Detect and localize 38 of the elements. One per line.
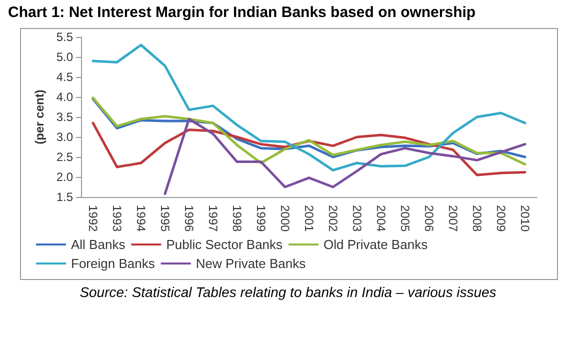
x-tick-label: 1995 [158,205,172,232]
x-tick-label: 1994 [134,205,148,232]
x-tick-label: 1993 [110,205,124,232]
legend-label: Public Sector Banks [166,237,284,252]
y-axis-title: (per cent) [32,90,46,144]
y-tick-label: 4.5 [56,70,74,84]
line-series [164,118,526,196]
y-tick-label: 2.5 [56,150,74,164]
x-tick-label: 2010 [518,205,532,232]
x-tick-label: 2001 [302,205,316,232]
y-tick-label: 2.0 [56,170,74,184]
legend-label: New Private Banks [196,256,306,271]
x-tick-label: 2004 [374,205,388,232]
x-tick-label: 2002 [326,205,340,232]
legend-label: All Banks [71,237,126,252]
x-tick-label: 1996 [182,205,196,232]
x-tick-label: 2005 [398,205,412,232]
x-tick-label: 1999 [254,205,268,232]
chart-title: Chart 1: Net Interest Margin for Indian Banks based on ownership [8,4,476,21]
x-tick-label: 1992 [86,205,100,232]
legend-label: Foreign Banks [71,256,156,271]
x-tick-label: 2006 [422,205,436,232]
x-tick-label: 2000 [278,205,292,232]
x-tick-label: 1997 [206,205,220,232]
y-tick-label: 5.5 [56,30,74,44]
source-note: Source: Statistical Tables relating to banks in India – various issues [78,284,498,300]
legend-label: Old Private Banks [324,237,428,252]
y-tick-label: 3.5 [56,110,74,124]
y-tick-label: 3.0 [56,130,74,144]
y-tick-label: 5.0 [56,50,74,64]
y-tick-label: 1.5 [56,190,74,204]
x-tick-label: 2008 [470,205,484,232]
x-tick-label: 2009 [494,205,508,232]
x-tick-label: 2003 [350,205,364,232]
x-tick-label: 1998 [230,205,244,232]
y-tick-label: 4.0 [56,90,74,104]
line-series [92,44,526,172]
x-tick-label: 2007 [446,205,460,232]
